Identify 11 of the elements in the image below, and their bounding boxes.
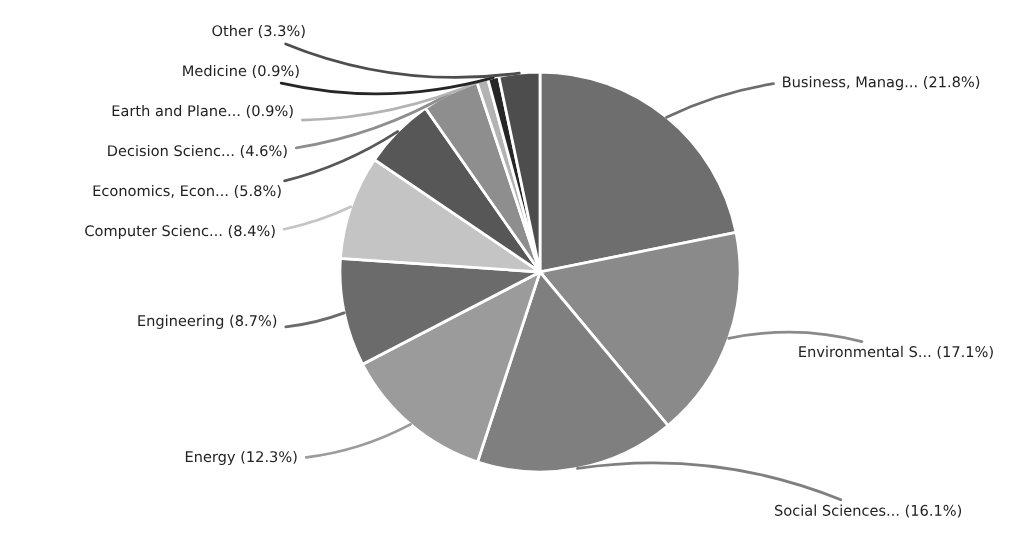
slice-label: Energy (12.3%) <box>185 450 297 465</box>
slice-label: Business, Manag... (21.8%) <box>783 76 980 91</box>
slice-label: Earth and Plane... (0.9%) <box>112 104 293 118</box>
slice-label: Economics, Econ... (5.8%) <box>93 184 281 198</box>
slice-label: Computer Scienc... (8.4%) <box>85 224 275 240</box>
slice-label: Environmental S... (17.1%) <box>799 345 993 359</box>
slice-label: Engineering (8.7%) <box>138 314 277 329</box>
slice-label: Social Sciences... (16.1%) <box>775 504 962 518</box>
slice-label: Medicine (0.9%) <box>183 64 299 78</box>
slice-label: Decision Scienc... (4.6%) <box>108 144 287 158</box>
slice-label: Other (3.3%) <box>212 24 305 38</box>
